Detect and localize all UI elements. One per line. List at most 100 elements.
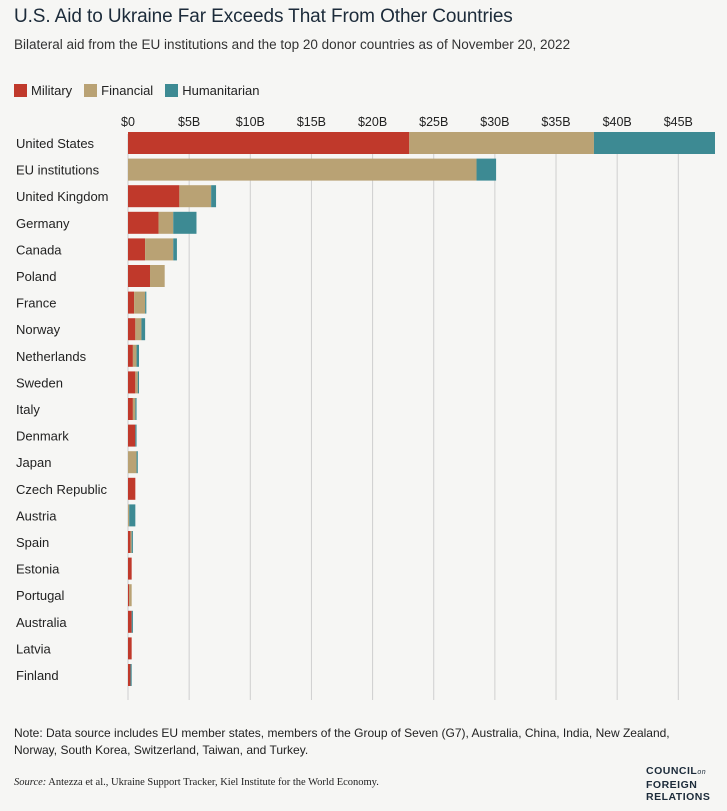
legend-item-military: Military [14, 83, 72, 98]
x-tick-label: $0 [121, 115, 135, 129]
bar-segment-military [128, 557, 132, 580]
category-label: Denmark [16, 429, 69, 444]
chart-subtitle: Bilateral aid from the EU institutions a… [14, 37, 571, 52]
logo-line1-small: on [697, 769, 707, 776]
bar-segment-military [128, 344, 133, 367]
category-label: Canada [16, 242, 62, 257]
bar-segment-military [128, 531, 131, 553]
category-label: Australia [16, 615, 67, 630]
x-tick-label: $40B [603, 115, 632, 129]
x-tick-label: $30B [480, 115, 509, 129]
bar-segment-financial [135, 371, 138, 394]
logo-line1: COUNCIL [646, 765, 698, 777]
chart-note: Note: Data source includes EU member sta… [14, 726, 670, 757]
bar-segment-military [128, 291, 135, 314]
bar-segment-military [128, 371, 136, 394]
bar-segment-military [128, 185, 180, 208]
bar-segment-financial [129, 584, 132, 607]
category-label: Italy [16, 402, 40, 417]
x-tick-label: $5B [178, 115, 200, 129]
x-tick-label: $10B [236, 115, 265, 129]
source-text: Antezza et al., Ukraine Support Tracker,… [46, 777, 379, 788]
bar-segment-humanitarian [131, 531, 133, 553]
bar-segment-humanitarian [136, 344, 140, 367]
bar-segment-financial [135, 318, 142, 341]
bar-segment-military [128, 265, 151, 287]
bar-segment-humanitarian [135, 398, 137, 420]
bar-segment-humanitarian [131, 610, 133, 633]
category-label: Estonia [16, 562, 60, 577]
legend-label-financial: Financial [101, 83, 154, 98]
legend-swatch-financial [84, 84, 98, 97]
category-label: EU institutions [16, 163, 100, 178]
bar-segment-financial [158, 211, 174, 234]
bar-segment-humanitarian [173, 211, 197, 234]
logo-line3: RELATIONS [646, 791, 711, 803]
category-label: Netherlands [16, 349, 87, 364]
bar-segment-humanitarian [141, 318, 146, 341]
category-label: Germany [16, 216, 70, 231]
bar-segment-financial [132, 398, 136, 420]
bar-segment-military [128, 477, 136, 500]
bar-segment-military [128, 318, 136, 341]
source-prefix: Source: [14, 777, 47, 788]
bar-segment-military [128, 584, 130, 607]
bar-segment-humanitarian [173, 238, 177, 261]
bar-segment-military [128, 398, 133, 420]
bar-segment-humanitarian [136, 451, 138, 474]
bar-segment-financial [128, 451, 137, 474]
cfr-logo: COUNCILon FOREIGN RELATIONS [646, 765, 710, 803]
bar-segment-humanitarian [129, 504, 136, 527]
category-label: Sweden [16, 375, 63, 390]
bar-segment-military [128, 238, 146, 261]
bar-segment-military [128, 664, 131, 686]
category-label: Japan [16, 455, 51, 470]
category-label: Latvia [16, 641, 51, 656]
legend-swatch-military [14, 84, 27, 97]
x-tick-label: $35B [541, 115, 570, 129]
logo-line2: FOREIGN [646, 779, 698, 791]
category-label: Austria [16, 508, 57, 523]
bar-segment-military [128, 610, 132, 633]
bar-segment-financial [128, 504, 130, 527]
x-tick-label: $45B [664, 115, 693, 129]
bar-segment-military [128, 132, 410, 154]
chart-source: Source: Antezza et al., Ukraine Support … [14, 777, 379, 788]
category-label: Norway [16, 322, 61, 337]
bar-segment-financial [150, 265, 165, 287]
category-label: United Kingdom [16, 189, 109, 204]
bar-segment-financial [145, 238, 174, 261]
bar-segment-humanitarian [137, 371, 140, 394]
legend-item-humanitarian: Humanitarian [165, 83, 260, 98]
bar-segment-humanitarian [130, 664, 132, 686]
category-label: Portugal [16, 588, 65, 603]
bar-segment-humanitarian [476, 158, 497, 181]
category-label: Poland [16, 269, 56, 284]
bar-chart: $0 $5B $10B $15B $20B $25B $30B $35B $40B $45B Uni… [16, 115, 715, 700]
bar-segment-humanitarian [135, 424, 137, 447]
legend-item-financial: Financial [84, 83, 153, 98]
category-label: Spain [16, 535, 49, 550]
category-label: Czech Republic [16, 482, 108, 497]
chart-title: U.S. Aid to Ukraine Far Exceeds That Fro… [14, 6, 513, 27]
x-tick-label: $20B [358, 115, 387, 129]
legend-label-humanitarian: Humanitarian [182, 83, 260, 98]
legend-label-military: Military [31, 83, 73, 98]
bar-segment-humanitarian [211, 185, 217, 208]
bar-segment-military [128, 211, 159, 234]
bar-segment-financial [132, 344, 137, 367]
x-tick-label: $25B [419, 115, 448, 129]
bar-segment-humanitarian [593, 132, 715, 154]
chart-legend: Military Financial Humanitarian [14, 83, 260, 98]
x-tick-label: $15B [297, 115, 326, 129]
bar-segment-financial [409, 132, 594, 154]
bar-segment-financial [128, 158, 477, 181]
category-label: France [16, 296, 56, 311]
category-label: United States [16, 136, 95, 151]
category-label: Finland [16, 668, 59, 683]
bar-segment-military [128, 424, 136, 447]
bar-segment-financial [179, 185, 212, 208]
legend-swatch-humanitarian [165, 84, 179, 97]
bar-segment-financial [134, 291, 146, 314]
bar-segment-humanitarian [145, 291, 147, 314]
